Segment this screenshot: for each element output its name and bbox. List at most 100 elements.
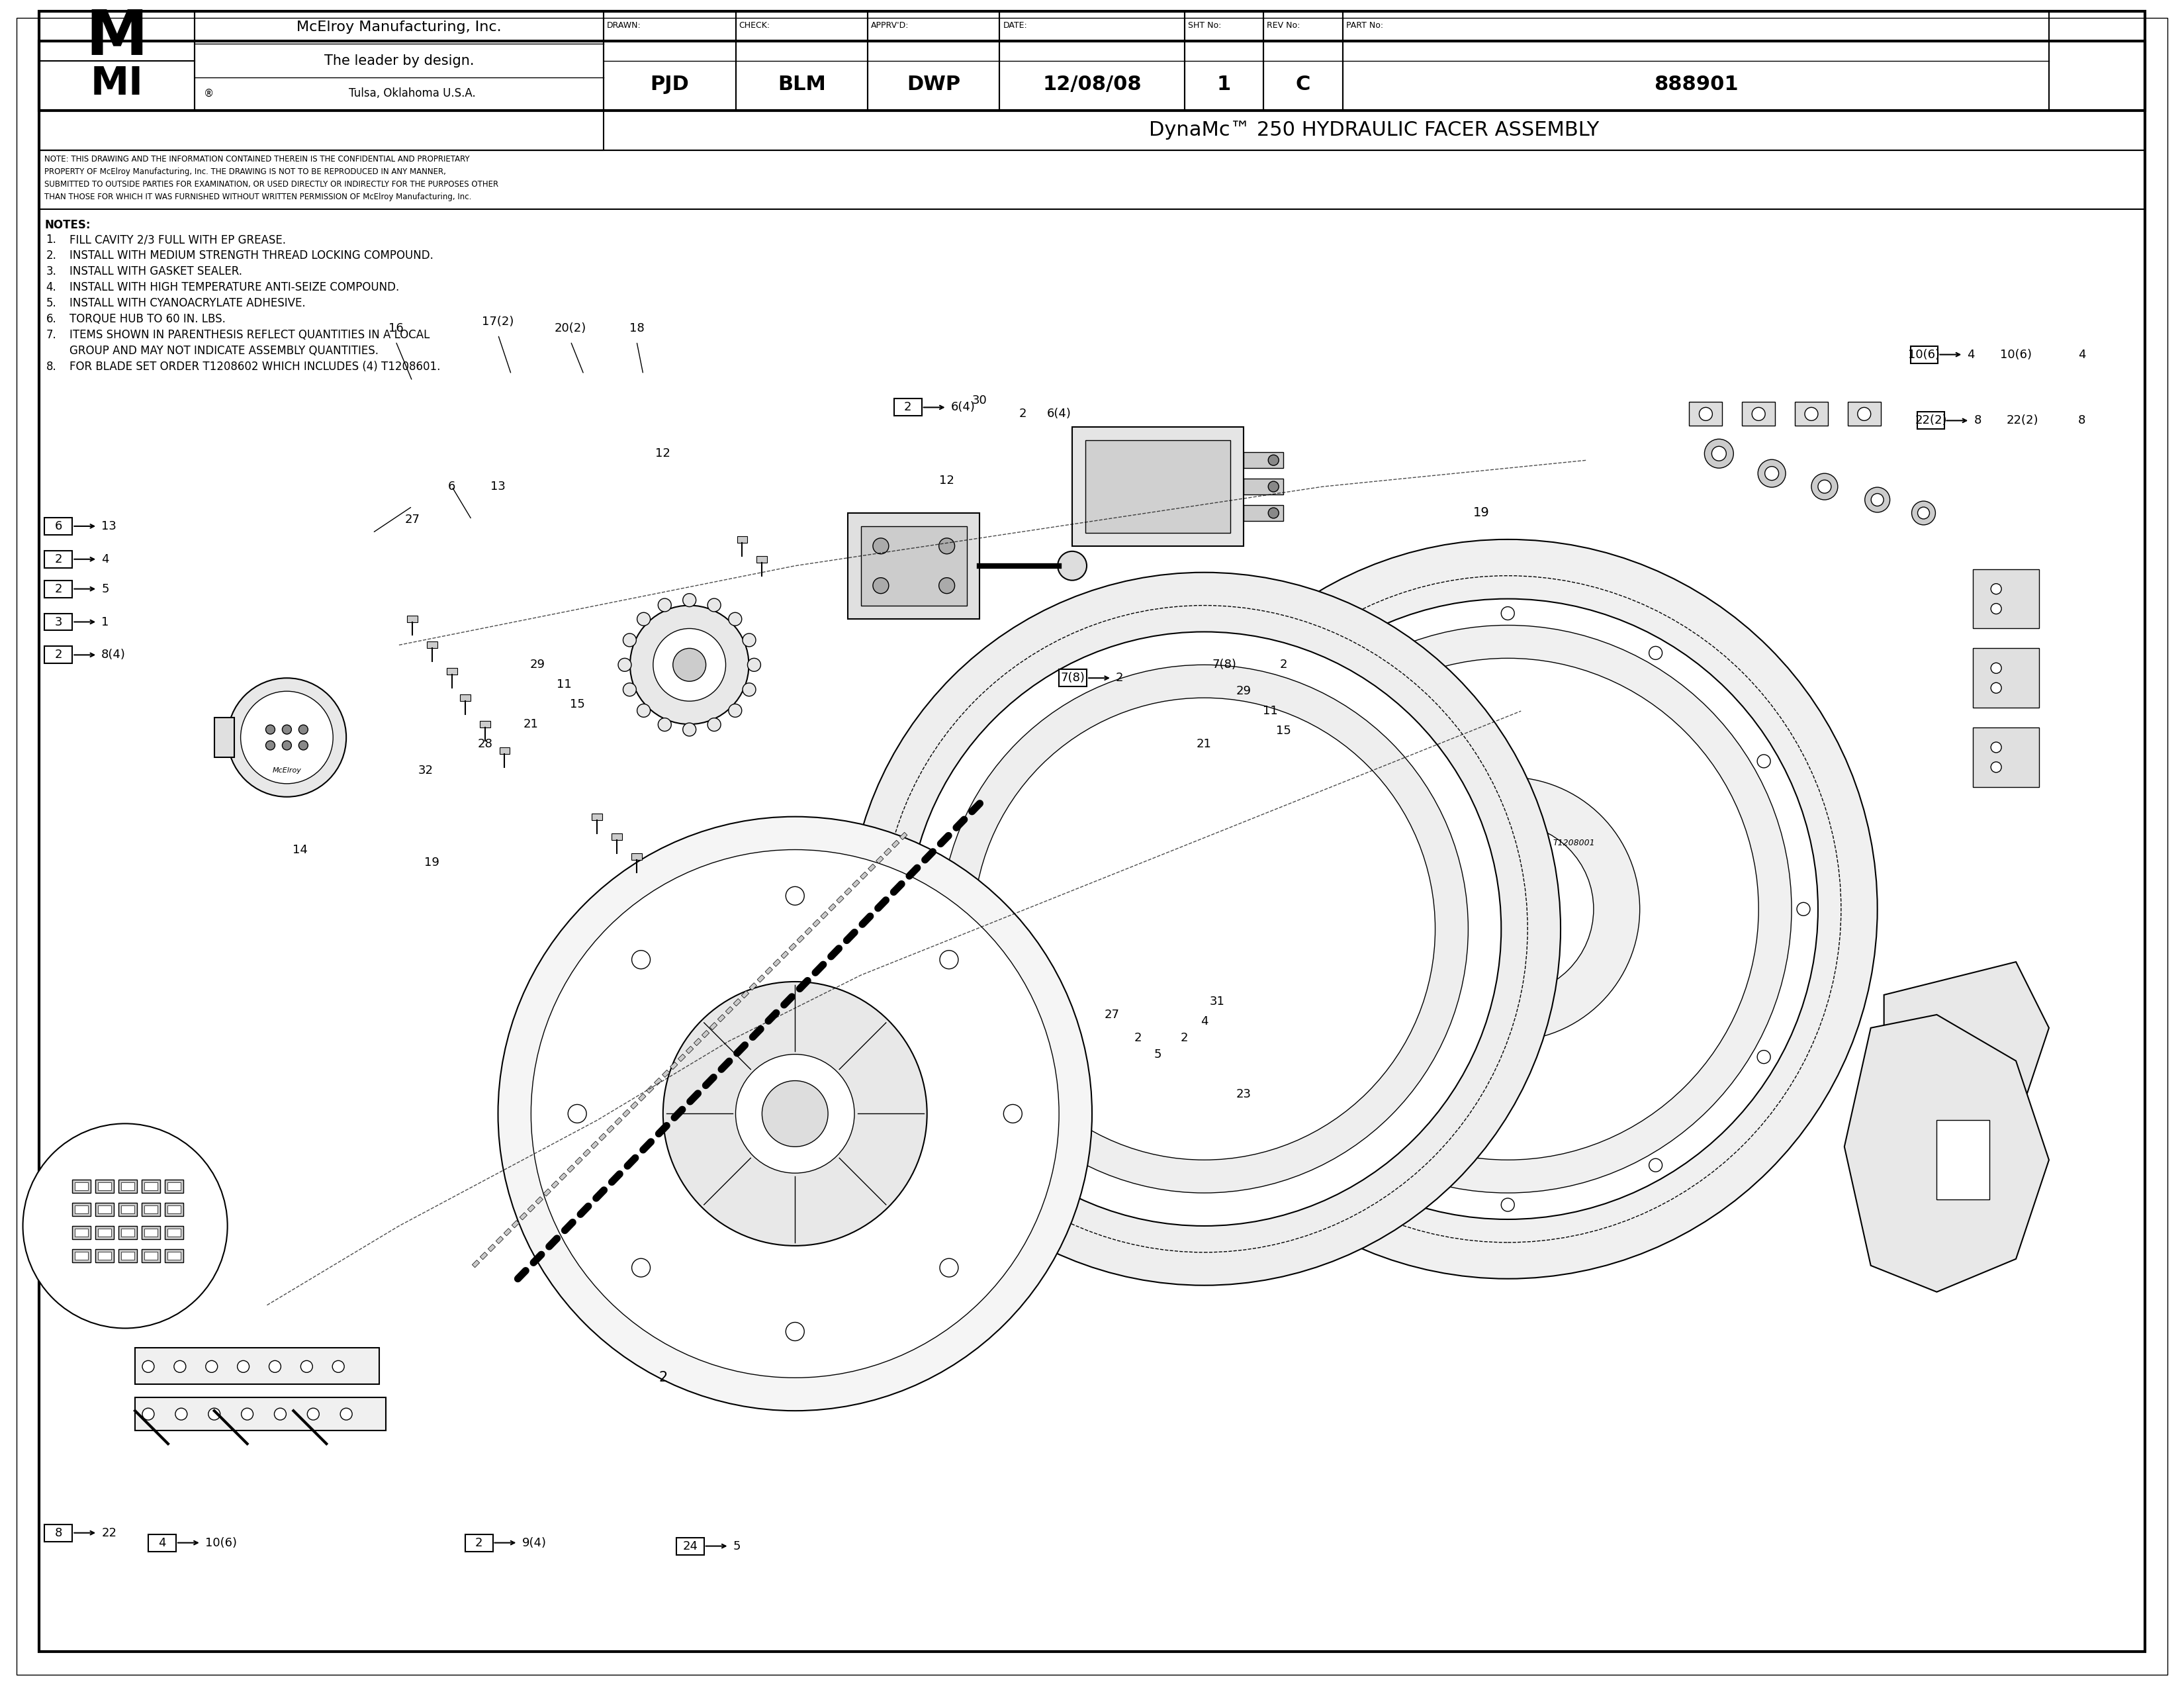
Bar <box>1000 12 1184 110</box>
Bar <box>876 856 885 864</box>
Circle shape <box>1354 647 1367 660</box>
Text: 6(4): 6(4) <box>1046 408 1070 420</box>
Text: 19: 19 <box>424 858 439 869</box>
Text: 27: 27 <box>1105 1009 1120 1021</box>
Text: The leader by design.: The leader by design. <box>323 54 474 68</box>
Text: PROPERTY OF McElroy Manufacturing, Inc. THE DRAWING IS NOT TO BE REPRODUCED IN A: PROPERTY OF McElroy Manufacturing, Inc. … <box>44 167 446 176</box>
Bar <box>74 1205 87 1214</box>
Bar <box>496 1236 502 1244</box>
Text: 29: 29 <box>531 658 546 670</box>
Bar <box>1795 402 1828 425</box>
Circle shape <box>1704 439 1734 468</box>
Bar <box>860 873 867 879</box>
Text: PJD: PJD <box>651 74 690 95</box>
Text: FOR BLADE SET ORDER T1208602 WHICH INCLUDES (4) T1208601.: FOR BLADE SET ORDER T1208602 WHICH INCLU… <box>70 361 441 373</box>
Circle shape <box>939 1259 959 1278</box>
Bar <box>120 1252 135 1259</box>
Bar <box>758 976 764 982</box>
Text: 11: 11 <box>1262 706 1278 717</box>
Text: 22: 22 <box>100 1528 116 1539</box>
Bar <box>164 1249 183 1263</box>
Bar <box>574 1156 583 1165</box>
Bar <box>646 1085 653 1094</box>
Text: 4: 4 <box>1968 349 1974 361</box>
Bar <box>893 398 922 415</box>
Circle shape <box>1758 1050 1771 1063</box>
Bar <box>1743 402 1776 425</box>
Text: 27: 27 <box>404 513 419 525</box>
Text: 2: 2 <box>1133 1031 1142 1043</box>
Bar <box>214 717 234 758</box>
Circle shape <box>939 577 954 594</box>
Circle shape <box>1269 481 1280 491</box>
Text: 6(4): 6(4) <box>950 402 976 414</box>
Text: 10(6): 10(6) <box>1909 349 1939 361</box>
Circle shape <box>736 1055 854 1173</box>
Bar <box>677 1053 686 1062</box>
Text: 8: 8 <box>55 1528 63 1539</box>
Circle shape <box>622 684 636 695</box>
Text: Tulsa, Oklahoma U.S.A.: Tulsa, Oklahoma U.S.A. <box>349 88 476 100</box>
Circle shape <box>743 684 756 695</box>
Circle shape <box>657 717 670 731</box>
Bar <box>725 1006 734 1014</box>
Bar <box>622 1109 629 1117</box>
Bar <box>144 1182 157 1190</box>
Circle shape <box>266 724 275 734</box>
Bar <box>118 1180 138 1193</box>
Circle shape <box>175 1408 188 1420</box>
Bar <box>72 1225 92 1239</box>
Bar <box>812 920 821 927</box>
Circle shape <box>1872 493 1883 506</box>
Bar <box>480 721 489 728</box>
Circle shape <box>1245 1050 1258 1063</box>
Text: 2: 2 <box>476 1536 483 1548</box>
Bar <box>98 1182 111 1190</box>
Bar <box>1937 1121 1990 1200</box>
Bar <box>695 1038 701 1045</box>
Circle shape <box>1500 1198 1514 1212</box>
Circle shape <box>1354 1158 1367 1171</box>
Bar <box>98 1252 111 1259</box>
Text: T1208001: T1208001 <box>1553 839 1594 847</box>
Text: 2: 2 <box>1116 672 1123 684</box>
Circle shape <box>729 704 743 717</box>
Text: INSTALL WITH MEDIUM STRENGTH THREAD LOCKING COMPOUND.: INSTALL WITH MEDIUM STRENGTH THREAD LOCK… <box>70 250 435 262</box>
Text: CHECK:: CHECK: <box>738 22 771 30</box>
Circle shape <box>205 1361 218 1372</box>
Bar <box>631 852 642 859</box>
Circle shape <box>1057 552 1088 581</box>
Text: DATE:: DATE: <box>1002 22 1026 30</box>
Bar <box>461 694 470 701</box>
Circle shape <box>568 1104 587 1123</box>
Bar <box>736 537 747 544</box>
Circle shape <box>1758 755 1771 768</box>
Bar <box>406 616 417 621</box>
Circle shape <box>299 724 308 734</box>
Circle shape <box>1649 647 1662 660</box>
Bar <box>164 1204 183 1215</box>
Bar <box>44 550 72 567</box>
Bar <box>168 1182 181 1190</box>
Circle shape <box>622 633 636 647</box>
Circle shape <box>631 1259 651 1278</box>
Text: 2: 2 <box>55 582 63 594</box>
Text: 13: 13 <box>100 520 116 532</box>
Text: THAN THOSE FOR WHICH IT WAS FURNISHED WITHOUT WRITTEN PERMISSION OF McElroy Manu: THAN THOSE FOR WHICH IT WAS FURNISHED WI… <box>44 192 472 201</box>
Circle shape <box>657 599 670 611</box>
Bar <box>900 832 906 839</box>
Bar <box>782 950 788 959</box>
Bar <box>847 513 981 618</box>
Circle shape <box>1245 755 1258 768</box>
Bar <box>74 1252 87 1259</box>
Bar <box>734 999 740 1006</box>
Circle shape <box>847 572 1562 1285</box>
Circle shape <box>708 599 721 611</box>
Text: FILL CAVITY 2/3 FULL WITH EP GREASE.: FILL CAVITY 2/3 FULL WITH EP GREASE. <box>70 233 286 246</box>
Bar <box>821 912 828 918</box>
Text: 1.: 1. <box>46 233 57 246</box>
Bar <box>1059 670 1088 687</box>
Circle shape <box>1649 1158 1662 1171</box>
Bar <box>662 1070 670 1077</box>
Bar <box>39 12 194 110</box>
